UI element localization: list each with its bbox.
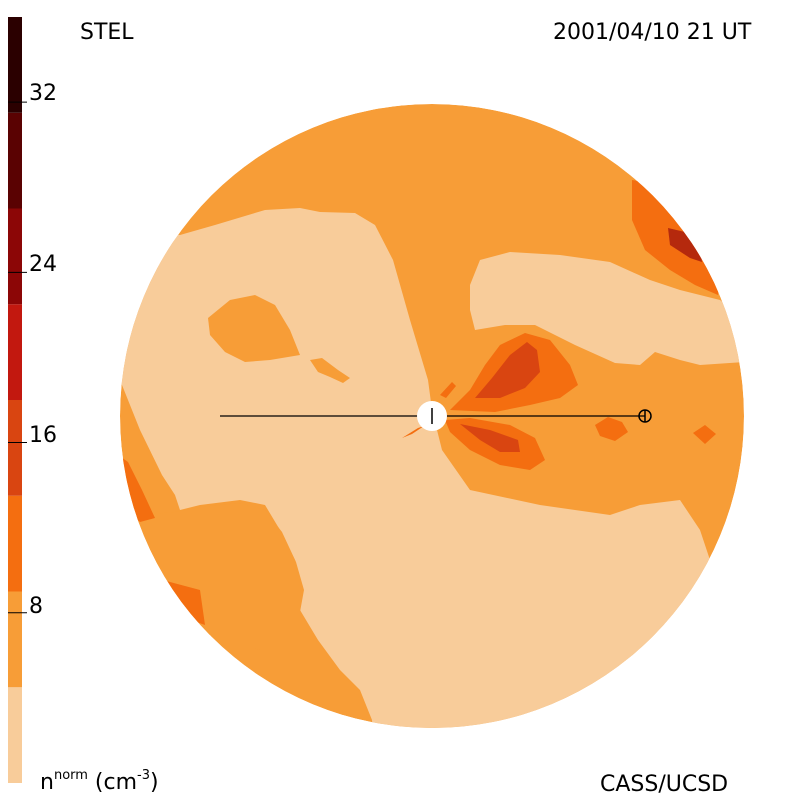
colorbar-ticks [8, 101, 27, 614]
contour-level-1-island-left [208, 295, 300, 362]
units-exponent: -3 [137, 767, 151, 783]
colorbar-band-6 [8, 112, 22, 209]
colorbar-band-1 [8, 591, 22, 688]
colorbar-tick-label-16: 16 [29, 423, 57, 448]
contour-level-1-lower-left [120, 503, 304, 650]
colorbar-band-3 [8, 400, 22, 496]
timestamp: 2001/04/10 21 UT [553, 20, 752, 45]
contour-level-0-upper-right [470, 252, 744, 365]
contour-level-2-small-left [402, 426, 424, 438]
units-close: ) [150, 770, 159, 795]
site-label: STEL [80, 20, 134, 45]
quantity-symbol: n [40, 770, 54, 795]
credit-label: CASS/UCSD [600, 772, 729, 797]
contour-level-1-blob-small [310, 358, 350, 383]
contour-level-2-far-right-blob [693, 425, 716, 444]
colorbar-band-5 [8, 208, 22, 305]
quantity-superscript: norm [53, 767, 88, 783]
units-open: (cm [87, 770, 138, 795]
colorbar-bands [8, 17, 22, 783]
contour-level-3-center-upper [475, 342, 540, 398]
contour-level-3-upper-right [668, 228, 702, 262]
colorbar-band-4 [8, 304, 22, 400]
colorbar [8, 17, 27, 783]
colorbar-band-2 [8, 495, 22, 592]
colorbar-band-7 [8, 17, 22, 113]
colorbar-tick-label-8: 8 [29, 594, 43, 619]
earth-symbol-icon [638, 409, 652, 423]
density-contours [120, 104, 744, 728]
contour-level-2-right-blob [595, 417, 628, 441]
sun-disk-icon [417, 401, 447, 431]
colorbar-tick-label-32: 32 [29, 81, 57, 106]
quantity-label: nnorm (cm-3) [40, 767, 159, 795]
colorbar-tick-label-24: 24 [29, 252, 57, 277]
contour-level-3-center-lower [460, 424, 520, 452]
colorbar-band-0 [8, 687, 22, 783]
contour-level-2-small-up [440, 382, 456, 398]
